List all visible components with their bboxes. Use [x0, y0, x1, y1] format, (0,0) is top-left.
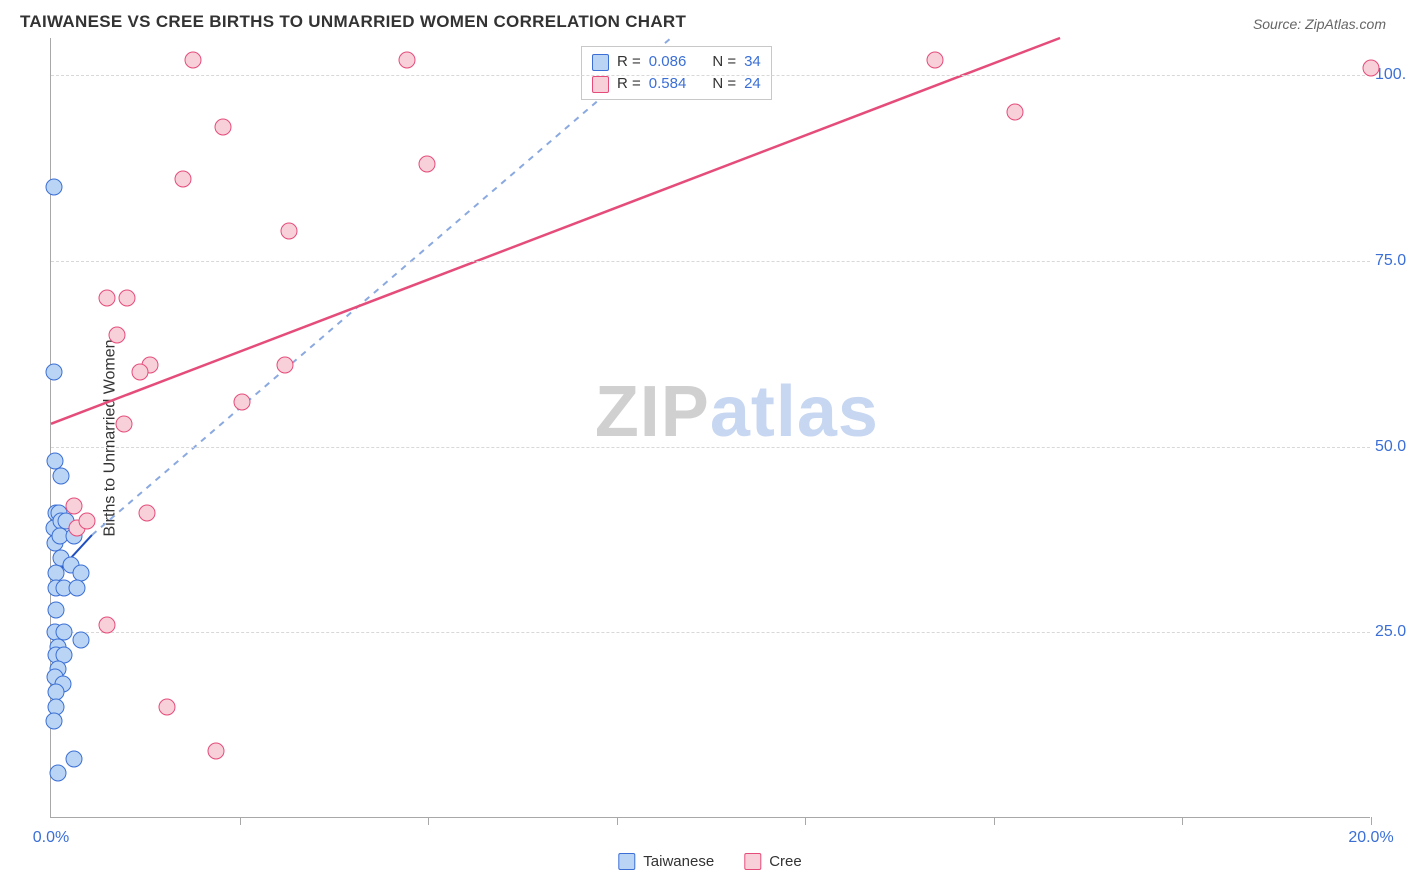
stat-r-label: R = — [617, 51, 641, 73]
data-point — [49, 765, 66, 782]
x-tick-label: 0.0% — [33, 829, 69, 847]
y-tick-label: 75.0% — [1375, 252, 1406, 270]
data-point — [280, 223, 297, 240]
x-tick-mark — [617, 817, 618, 825]
data-point — [208, 743, 225, 760]
y-tick-label: 50.0% — [1375, 438, 1406, 456]
stat-n-label: N = — [712, 51, 736, 73]
data-point — [419, 156, 436, 173]
data-point — [46, 713, 63, 730]
data-point — [399, 52, 416, 69]
data-point — [79, 512, 96, 529]
data-point — [48, 602, 65, 619]
legend-swatch — [592, 54, 609, 71]
legend-swatch — [592, 76, 609, 93]
data-point — [138, 505, 155, 522]
x-tick-label: 20.0% — [1348, 829, 1393, 847]
legend-swatch — [744, 853, 761, 870]
trend-lines-layer — [51, 38, 1370, 817]
stat-r-value: 0.584 — [649, 73, 687, 95]
data-point — [66, 750, 83, 767]
data-point — [52, 468, 69, 485]
data-point — [69, 579, 86, 596]
data-point — [46, 178, 63, 195]
grid-line — [51, 447, 1370, 448]
grid-line — [51, 75, 1370, 76]
stat-n-label: N = — [712, 73, 736, 95]
data-point — [234, 394, 251, 411]
plot-area: ZIPatlas R =0.086N =34R =0.584N =24 25.0… — [50, 38, 1370, 818]
grid-line — [51, 632, 1370, 633]
y-tick-label: 100.0% — [1375, 66, 1406, 84]
data-point — [109, 327, 126, 344]
data-point — [175, 171, 192, 188]
chart-legend: Taiwanese Cree — [618, 853, 801, 870]
legend-label: Cree — [769, 853, 802, 870]
data-point — [277, 356, 294, 373]
x-tick-mark — [994, 817, 995, 825]
x-tick-mark — [1371, 817, 1372, 825]
data-point — [158, 698, 175, 715]
data-point — [72, 631, 89, 648]
legend-item: Taiwanese — [618, 853, 714, 870]
stat-r-value: 0.086 — [649, 51, 687, 73]
chart-container: Births to Unmarried Women ZIPatlas R =0.… — [50, 38, 1370, 838]
legend-item: Cree — [744, 853, 802, 870]
watermark-part1: ZIP — [595, 372, 710, 452]
watermark-part2: atlas — [710, 372, 879, 452]
data-point — [214, 119, 231, 136]
x-tick-mark — [240, 817, 241, 825]
data-point — [46, 364, 63, 381]
data-point — [99, 616, 116, 633]
data-point — [1006, 104, 1023, 121]
data-point — [99, 290, 116, 307]
x-tick-mark — [1182, 817, 1183, 825]
x-tick-mark — [428, 817, 429, 825]
stat-row: R = 0.584 N = 24 — [592, 73, 761, 95]
data-point — [184, 52, 201, 69]
data-point — [132, 364, 149, 381]
y-tick-label: 25.0% — [1375, 623, 1406, 641]
legend-swatch — [618, 853, 635, 870]
statistics-box: R = 0.086 N = 34 R = 0.584 N = 24 — [581, 46, 772, 100]
stat-n-value: 24 — [744, 73, 761, 95]
data-point — [1363, 59, 1380, 76]
data-point — [118, 290, 135, 307]
data-point — [927, 52, 944, 69]
stat-n-value: 34 — [744, 51, 761, 73]
legend-label: Taiwanese — [643, 853, 714, 870]
x-tick-mark — [805, 817, 806, 825]
grid-line — [51, 261, 1370, 262]
watermark: ZIPatlas — [595, 371, 879, 453]
data-point — [115, 416, 132, 433]
chart-title: TAIWANESE VS CREE BIRTHS TO UNMARRIED WO… — [20, 12, 686, 32]
trend-line — [51, 38, 1060, 424]
stat-r-label: R = — [617, 73, 641, 95]
stat-row: R = 0.086 N = 34 — [592, 51, 761, 73]
trend-line-extension — [92, 38, 671, 535]
source-credit: Source: ZipAtlas.com — [1253, 16, 1386, 32]
data-point — [66, 498, 83, 515]
